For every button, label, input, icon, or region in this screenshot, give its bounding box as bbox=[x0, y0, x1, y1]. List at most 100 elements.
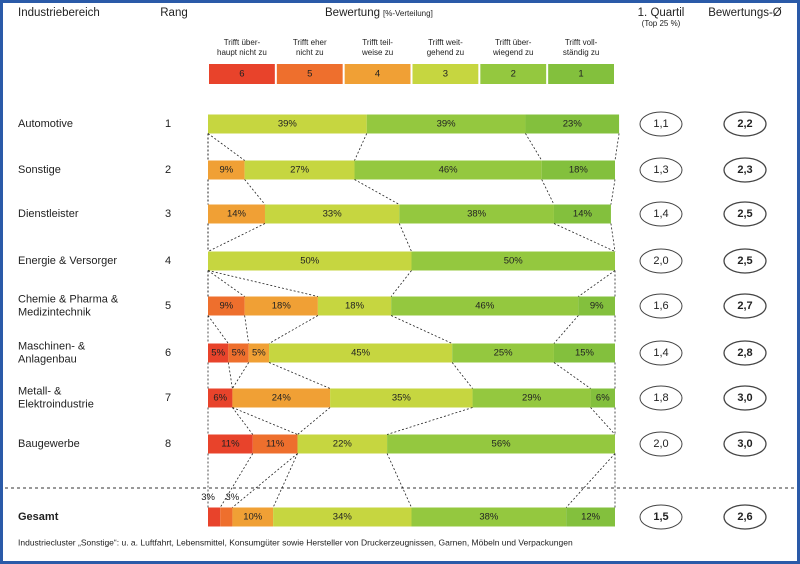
average-oval bbox=[723, 201, 767, 227]
bar-segment bbox=[208, 343, 229, 363]
average-oval bbox=[723, 111, 767, 137]
bar-segment bbox=[208, 114, 367, 134]
quartile-oval bbox=[639, 248, 683, 274]
quartile-oval bbox=[639, 293, 683, 319]
connector bbox=[610, 179, 616, 205]
value-label: 23% bbox=[563, 119, 583, 130]
value-label: 33% bbox=[323, 209, 343, 220]
legend-label: 1 bbox=[578, 69, 583, 80]
average-value: 2,6 bbox=[737, 511, 752, 523]
quartile-value: 2,0 bbox=[653, 438, 668, 450]
average-oval bbox=[723, 293, 767, 319]
legend-swatch bbox=[412, 64, 479, 84]
connector bbox=[272, 453, 298, 508]
header-rating: Bewertung bbox=[325, 7, 380, 19]
bar-segment bbox=[578, 296, 615, 316]
average-oval bbox=[723, 248, 767, 274]
value-label: 15% bbox=[575, 348, 595, 359]
category-label: Automotive bbox=[18, 118, 73, 130]
bar-segment bbox=[387, 434, 615, 454]
connector bbox=[565, 453, 616, 508]
quartile-oval bbox=[639, 201, 683, 227]
rank: 5 bbox=[165, 300, 171, 312]
quartile-value: 1,4 bbox=[653, 347, 668, 359]
connector bbox=[227, 362, 233, 389]
bar-segment bbox=[525, 114, 620, 134]
header-rating-unit: [%-Verteilung] bbox=[383, 9, 433, 18]
connector bbox=[525, 133, 543, 161]
rank: 6 bbox=[165, 347, 171, 359]
bar-segment bbox=[244, 296, 318, 316]
category-label: Gesamt bbox=[18, 511, 59, 523]
bar-segment bbox=[208, 251, 412, 271]
bar-segment bbox=[208, 434, 253, 454]
value-label: 29% bbox=[522, 393, 542, 404]
bar-segment bbox=[553, 204, 611, 224]
average-oval bbox=[723, 157, 767, 183]
average-value: 2,5 bbox=[737, 255, 752, 267]
legend-swatch bbox=[548, 64, 614, 84]
bar-segment bbox=[399, 204, 554, 224]
quartile-oval bbox=[639, 111, 683, 137]
value-label: 9% bbox=[590, 301, 604, 312]
bar-segment bbox=[252, 434, 298, 454]
quartile-value: 1,8 bbox=[653, 392, 668, 404]
connector bbox=[207, 133, 245, 161]
bar-segment bbox=[541, 160, 615, 180]
connector bbox=[390, 270, 412, 297]
value-label: 35% bbox=[392, 393, 412, 404]
header-average: Bewertungs-Ø bbox=[708, 7, 782, 19]
connector bbox=[297, 407, 331, 435]
bar-segment bbox=[220, 507, 233, 527]
bar-segment bbox=[232, 507, 274, 527]
bar-segment bbox=[317, 296, 392, 316]
value-label: 18% bbox=[345, 301, 365, 312]
legend-name: Trifft über-haupt nicht zu bbox=[217, 38, 267, 57]
value-label: 46% bbox=[439, 165, 459, 176]
category-label: Chemie & Pharma & Medizintechnik bbox=[18, 293, 119, 318]
value-label: 38% bbox=[467, 209, 487, 220]
connector bbox=[244, 315, 250, 344]
bar-segment bbox=[264, 204, 400, 224]
average-value: 2,2 bbox=[737, 118, 752, 130]
connector bbox=[354, 133, 368, 161]
legend-label: 3 bbox=[443, 69, 448, 80]
quartile-oval bbox=[639, 431, 683, 457]
connector bbox=[207, 223, 266, 252]
category-label: Baugewerbe bbox=[18, 438, 80, 450]
legend-label: 4 bbox=[375, 69, 380, 80]
connector bbox=[578, 270, 616, 297]
average-value: 2,7 bbox=[737, 300, 752, 312]
connector bbox=[386, 453, 412, 508]
bar-segment bbox=[590, 388, 615, 408]
rank: 2 bbox=[165, 164, 171, 176]
legend-swatch bbox=[209, 64, 275, 84]
rank: 7 bbox=[165, 392, 171, 404]
connector bbox=[232, 407, 254, 435]
value-label: 5% bbox=[252, 348, 266, 359]
connector bbox=[386, 407, 473, 435]
quartile-oval bbox=[639, 157, 683, 183]
quartile-oval bbox=[639, 385, 683, 411]
quartile-oval bbox=[639, 340, 683, 366]
rank: 4 bbox=[165, 255, 171, 267]
bar-segment bbox=[244, 160, 355, 180]
connector bbox=[590, 407, 616, 435]
bar-segment bbox=[354, 160, 542, 180]
value-label: 50% bbox=[504, 256, 524, 267]
connector bbox=[268, 362, 331, 389]
connector bbox=[614, 133, 620, 161]
quartile-value: 1,6 bbox=[653, 300, 668, 312]
value-label: 38% bbox=[479, 512, 499, 523]
value-label: 50% bbox=[300, 256, 320, 267]
connector bbox=[553, 362, 591, 389]
value-label: 9% bbox=[219, 301, 233, 312]
average-value: 2,3 bbox=[737, 164, 752, 176]
quartile-oval bbox=[639, 504, 683, 530]
value-label: 25% bbox=[494, 348, 514, 359]
connector bbox=[390, 315, 453, 344]
value-label: 11% bbox=[221, 439, 240, 450]
bar-segment bbox=[452, 343, 554, 363]
category-label: Metall- & Elektroindustrie bbox=[18, 385, 94, 410]
